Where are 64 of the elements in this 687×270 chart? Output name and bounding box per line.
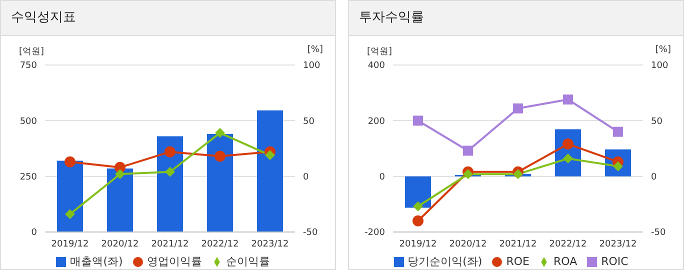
point (413, 116, 423, 126)
point (115, 169, 125, 180)
chart-title: 수익성지표 (1, 1, 335, 36)
point (463, 169, 473, 180)
y-tick-label: 0 (379, 172, 386, 183)
legend-label: 영업이익률 (146, 255, 202, 268)
x-tick-label: 2022/12 (201, 239, 239, 250)
x-tick-label: 2020/12 (449, 239, 487, 250)
y-axis-title: [억원] (19, 46, 44, 58)
chart-title: 투자수익률 (349, 1, 683, 36)
point (563, 154, 573, 164)
y2-tick-label: 0 (651, 172, 657, 183)
point (64, 156, 76, 168)
x-tick-label: 2021/12 (151, 239, 189, 250)
bar (257, 110, 283, 232)
x-tick-label: 2023/12 (251, 239, 289, 250)
point (412, 215, 424, 226)
y2-tick-label: 100 (651, 61, 668, 72)
point (215, 128, 225, 138)
y2-tick-label: -50 (651, 228, 666, 238)
legend-label: ROIC (601, 255, 628, 268)
bar (157, 136, 183, 232)
point (563, 94, 573, 105)
y2-tick-label: 0 (303, 172, 309, 183)
x-tick-label: 2022/12 (549, 239, 587, 250)
y2-axis-title: [%] (655, 45, 671, 55)
legend-label: 매출액(좌) (70, 255, 123, 268)
point (613, 126, 623, 137)
legend-label: 당기순이익(좌) (408, 255, 482, 268)
point (513, 169, 523, 180)
point (513, 103, 523, 114)
y-tick-label: 0 (31, 228, 38, 238)
bar (57, 160, 83, 232)
x-tick-label: 2020/12 (101, 239, 139, 250)
y2-tick-label: 50 (651, 116, 663, 127)
y-tick-label: -200 (364, 228, 386, 238)
x-tick-label: 2021/12 (499, 239, 537, 250)
y-tick-label: 400 (368, 61, 386, 72)
point (165, 166, 175, 177)
bar (107, 168, 133, 232)
point (413, 201, 423, 212)
y-tick-label: 200 (368, 116, 386, 127)
legend-label: ROA (553, 255, 578, 268)
x-tick-label: 2019/12 (399, 239, 437, 250)
bar (405, 176, 431, 208)
point (214, 150, 226, 162)
y-tick-label: 750 (20, 61, 38, 72)
y2-axis-title: [%] (307, 45, 323, 55)
legend-label: ROE (506, 255, 530, 268)
y2-tick-label: -50 (303, 228, 318, 238)
bar (207, 134, 233, 232)
y2-tick-label: 100 (303, 61, 320, 72)
point (265, 150, 275, 160)
legend-label: 순이익률 (226, 255, 270, 268)
y-axis-title: [억원] (367, 46, 392, 58)
point (562, 138, 574, 150)
y2-tick-label: 50 (303, 116, 315, 127)
point (463, 146, 473, 156)
point (65, 209, 75, 220)
y-tick-label: 250 (20, 172, 38, 183)
x-tick-label: 2019/12 (51, 239, 89, 250)
y-tick-label: 500 (20, 116, 38, 127)
x-tick-label: 2023/12 (599, 239, 637, 250)
point (164, 146, 176, 158)
